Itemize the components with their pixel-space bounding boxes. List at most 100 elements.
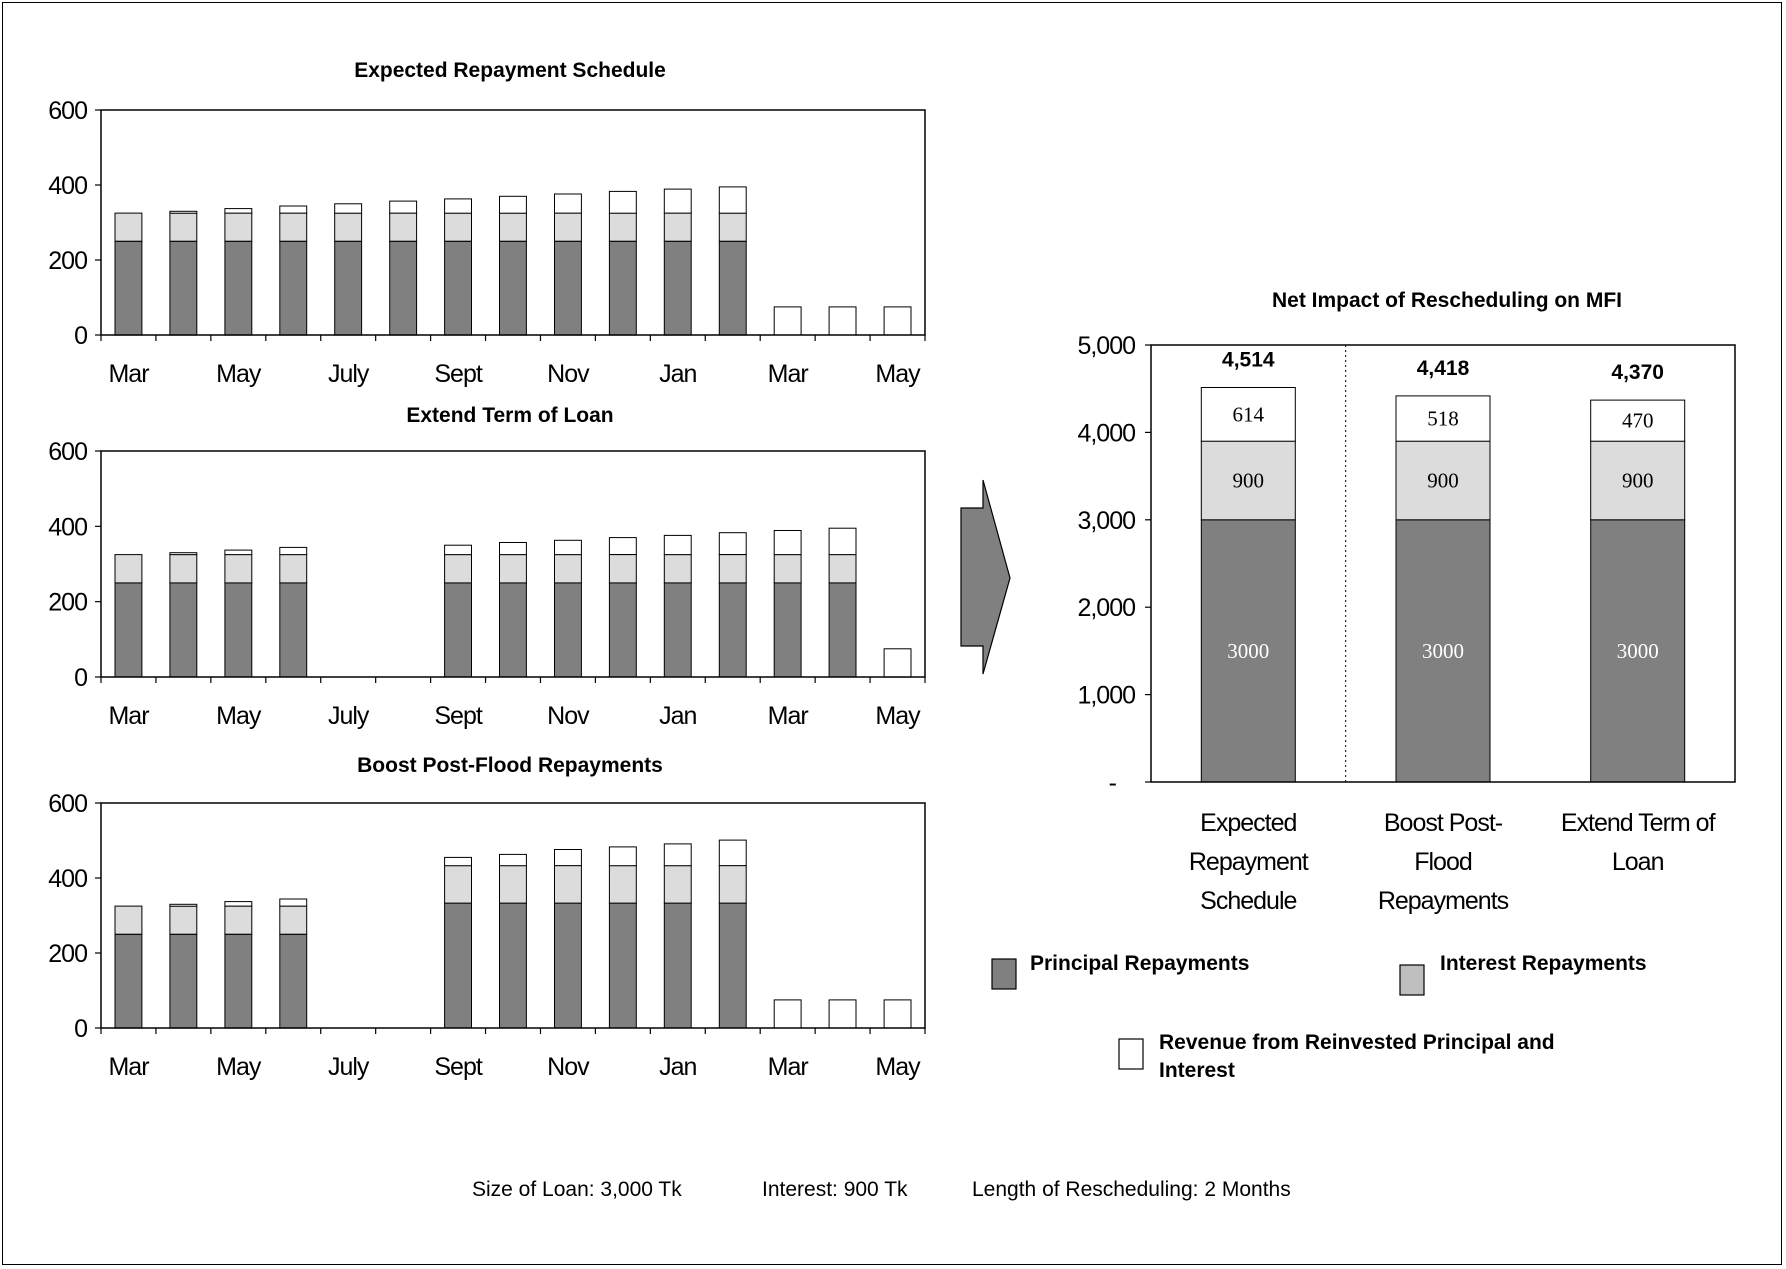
category-label: Loan	[1612, 848, 1664, 876]
chart-title: Net Impact of Rescheduling on MFI	[1272, 289, 1622, 312]
y-tick-label: 600	[48, 790, 87, 818]
bar-principal	[663, 240, 692, 336]
bar-principal	[1590, 519, 1686, 783]
x-tick-label: July	[328, 702, 370, 730]
y-tick-label: 5,000	[1077, 332, 1135, 360]
bar-revenue	[169, 210, 198, 214]
bar-principal	[444, 582, 473, 678]
bar-principal	[554, 902, 582, 1029]
bar-principal	[224, 240, 253, 336]
y-tick-label: 0	[74, 664, 87, 692]
x-tick-label: May	[216, 360, 262, 388]
legend-label-revenue-line2: Interest	[1159, 1059, 1235, 1082]
bar-interest	[608, 212, 637, 242]
segment-label: 518	[1427, 407, 1459, 431]
bar-revenue	[608, 190, 637, 214]
bar-principal	[608, 902, 637, 1029]
bar-principal	[718, 240, 747, 336]
bar-revenue	[389, 200, 418, 214]
bar-revenue	[773, 999, 802, 1029]
bar-principal	[444, 240, 473, 336]
chart-title: Extend Term of Loan	[406, 404, 613, 427]
bar-principal	[608, 240, 637, 336]
x-tick-label: Nov	[547, 360, 590, 388]
bar-interest	[114, 554, 143, 584]
y-tick-label: -	[1109, 769, 1117, 797]
bar-interest	[389, 212, 418, 242]
footer: Size of Loan: 3,000 Tk Interest: 900 Tk …	[472, 1178, 1291, 1201]
legend-swatch-interest	[1399, 964, 1425, 996]
bar-interest	[224, 905, 253, 935]
segment-label: 3000	[1617, 639, 1659, 663]
bar-principal	[169, 582, 198, 678]
x-tick-label: Sept	[434, 702, 482, 730]
bar-interest	[608, 865, 637, 904]
bar-revenue	[224, 208, 253, 214]
bar-interest	[169, 905, 198, 935]
bar-interest	[444, 865, 473, 904]
bar-revenue	[169, 903, 198, 907]
x-tick-label: Mar	[768, 360, 809, 388]
y-tick-label: 200	[48, 940, 87, 968]
bar-principal	[334, 240, 363, 336]
bar-revenue	[663, 188, 692, 214]
y-tick-label: 3,000	[1077, 507, 1135, 535]
bar-interest	[114, 212, 143, 242]
segment-label: 900	[1622, 469, 1654, 493]
chart-expected-repayment-schedule: Expected Repayment Schedule 0 200 400 600 Ma…	[48, 59, 926, 388]
y-tick-label: 600	[48, 97, 87, 125]
bar-principal	[554, 240, 582, 336]
x-tick-label: Jan	[659, 360, 696, 388]
x-tick-label: Nov	[547, 702, 590, 730]
bar-interest	[224, 212, 253, 242]
bar-revenue	[773, 530, 802, 556]
bar-principal	[279, 582, 308, 678]
legend-swatch-principal	[991, 958, 1017, 990]
y-tick-label: 400	[48, 865, 87, 893]
x-tick-label: May	[875, 1053, 921, 1081]
y-tick-label: 1,000	[1077, 682, 1135, 710]
bar-interest	[499, 865, 527, 904]
category-label: Extend Term of	[1561, 809, 1716, 837]
x-tick-label: Mar	[108, 360, 149, 388]
bar-principal	[279, 933, 308, 1029]
x-tick-label: Sept	[434, 1053, 482, 1081]
bar-revenue	[883, 306, 912, 336]
bar-revenue	[608, 846, 637, 867]
bar-principal	[169, 240, 198, 336]
segment-label: 900	[1427, 469, 1459, 493]
bar-principal	[499, 582, 527, 678]
x-tick-label: Sept	[434, 360, 482, 388]
plot-frame	[100, 109, 926, 336]
bar-principal	[663, 902, 692, 1029]
footer-rescheduling-length: Length of Rescheduling: 2 Months	[972, 1178, 1291, 1201]
x-tick-label: Mar	[108, 1053, 149, 1081]
bar-interest	[279, 212, 308, 242]
bar-interest	[444, 554, 473, 584]
bar-interest	[718, 865, 747, 904]
legend-label-revenue-line1: Revenue from Reinvested Principal and	[1159, 1031, 1555, 1054]
bar-interest	[663, 554, 692, 584]
plot-frame	[1150, 344, 1736, 783]
legend-swatch-revenue	[1118, 1038, 1144, 1070]
bar-interest	[828, 554, 857, 584]
bar-revenue	[224, 901, 253, 907]
bar-principal	[224, 933, 253, 1029]
bar-interest	[499, 554, 527, 584]
x-tick-label: Jan	[659, 702, 696, 730]
plot-frame	[100, 450, 926, 678]
y-tick-label: 0	[74, 1015, 87, 1043]
category-label: Repayments	[1378, 887, 1509, 915]
bar-revenue	[169, 552, 198, 556]
category-label: Flood	[1414, 848, 1472, 876]
segment-label: 3000	[1227, 639, 1269, 663]
x-tick-label: July	[328, 1053, 370, 1081]
category-label: Repayment	[1189, 848, 1309, 876]
category-label: Schedule	[1200, 887, 1296, 915]
bar-principal	[169, 933, 198, 1029]
bar-revenue	[554, 539, 582, 556]
bar-principal	[718, 902, 747, 1029]
bar-principal	[114, 933, 143, 1029]
bar-interest	[279, 554, 308, 584]
bar-revenue	[718, 186, 747, 214]
